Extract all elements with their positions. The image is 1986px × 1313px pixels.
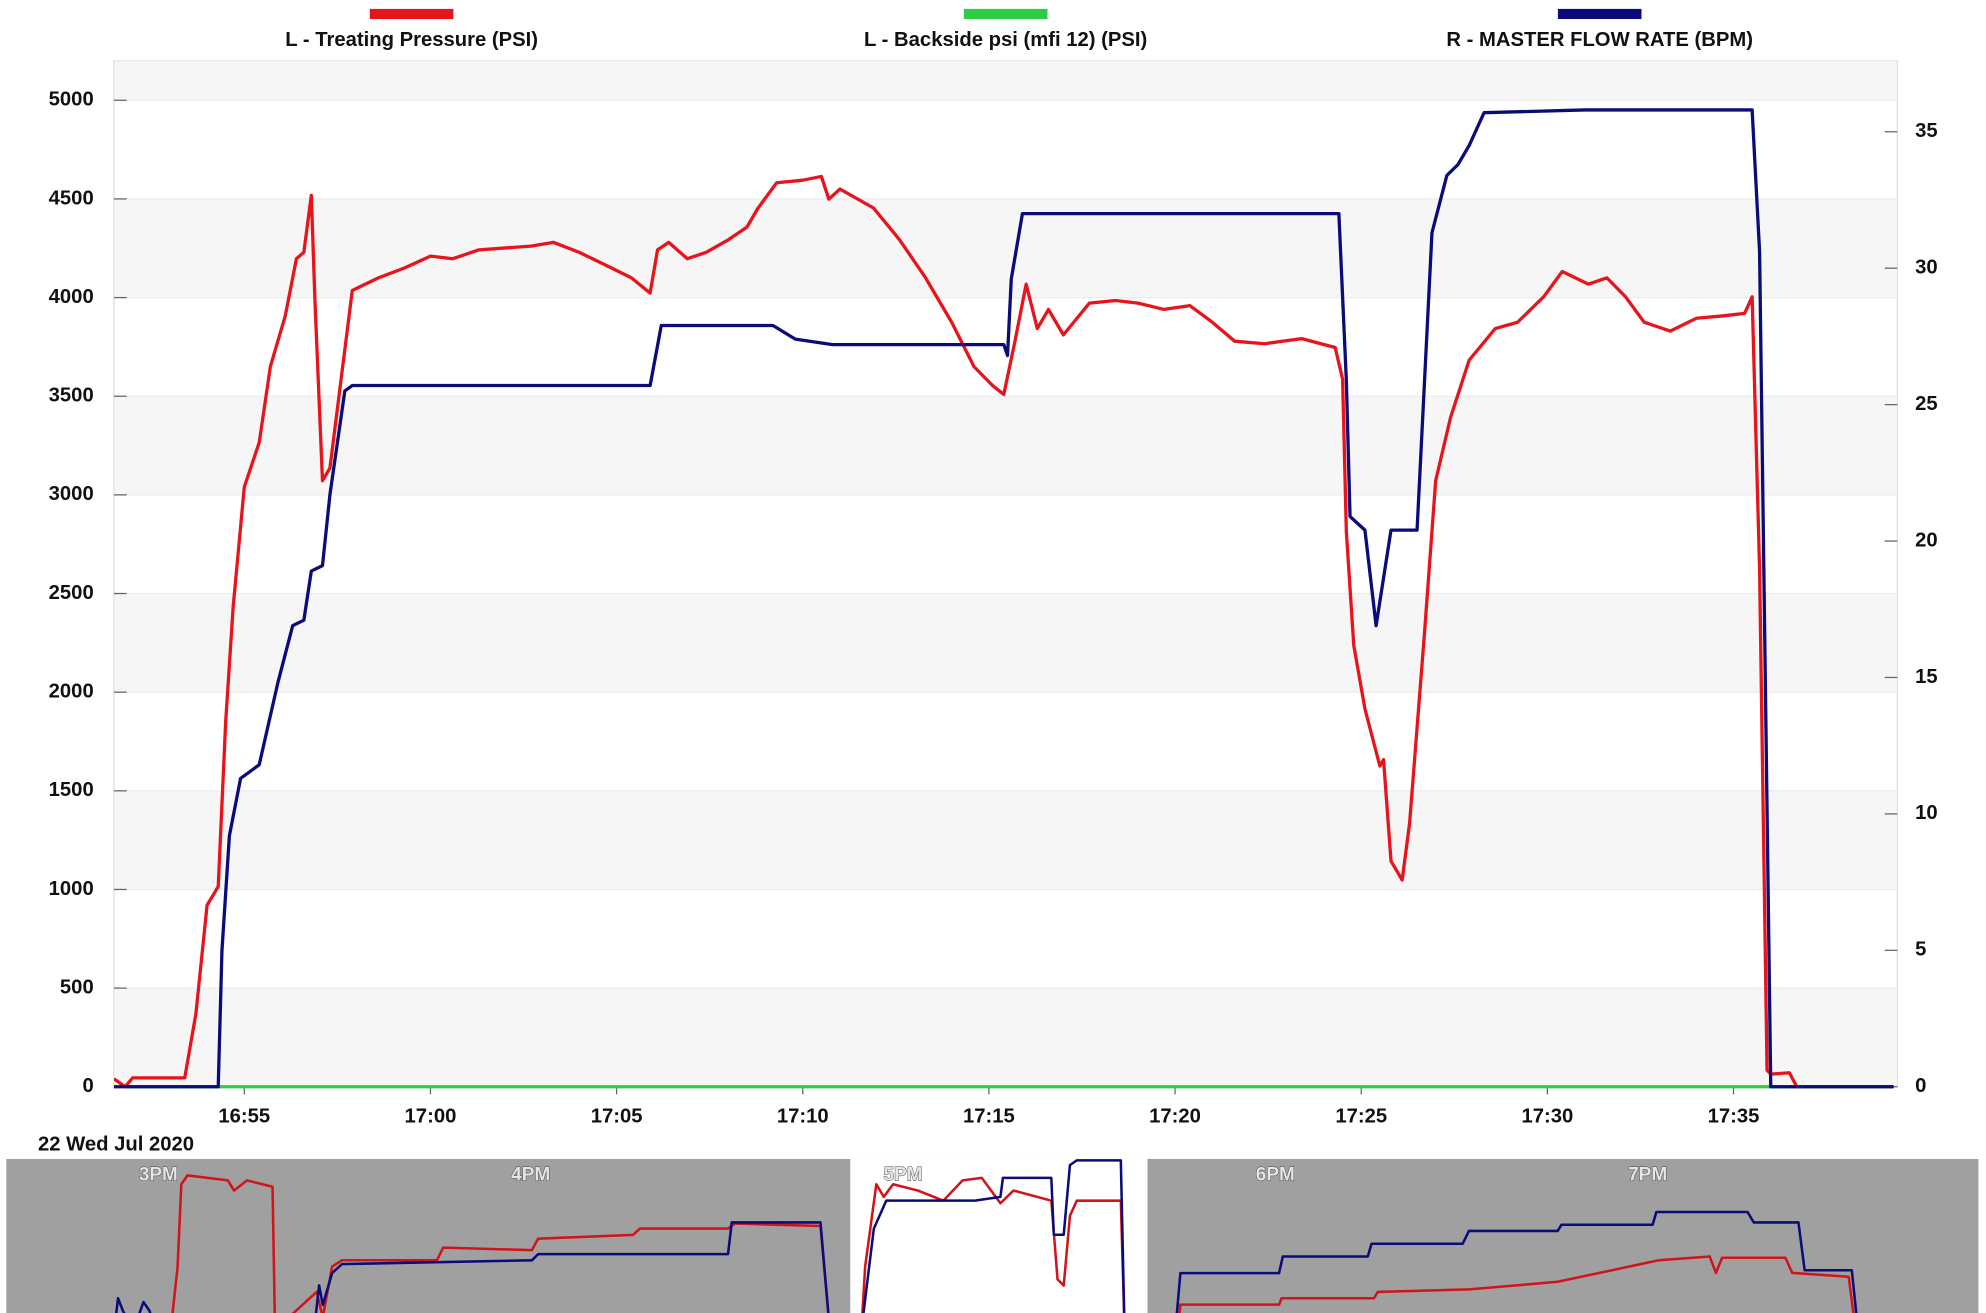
y-tick-label: 4500 (49, 187, 94, 209)
series-line (115, 1159, 1858, 1313)
x-tick-label: 17:10 (777, 1106, 829, 1128)
y-tick-label: 2000 (49, 681, 94, 703)
y2-tick-label: 5 (1915, 939, 1926, 961)
date-label: 22 Wed Jul 2020 (38, 1133, 194, 1155)
legend-swatch (369, 8, 454, 20)
series-line (113, 174, 1894, 1089)
y2-tick-label: 30 (1915, 257, 1938, 279)
grid-band (115, 988, 1897, 1087)
grid-band (115, 790, 1897, 890)
series-line (113, 108, 1894, 1089)
y-tick-label: 4000 (49, 286, 94, 308)
y2-tick-label: 35 (1915, 120, 1938, 142)
y-tick-label: 5000 (49, 89, 94, 111)
y2-tick-label: 20 (1915, 529, 1938, 551)
y-tick-label: 3000 (49, 483, 94, 505)
nav-tick-label: 7PM (1628, 1164, 1667, 1185)
x-tick-label: 17:15 (963, 1106, 1015, 1128)
y2-tick-label: 15 (1915, 666, 1938, 688)
y2-tick-label: 0 (1915, 1075, 1926, 1097)
x-tick-label: 17:25 (1335, 1106, 1387, 1128)
nav-tick-label: 4PM (511, 1164, 550, 1185)
x-tick-label: 17:05 (591, 1106, 643, 1128)
y-tick-label: 1000 (49, 878, 94, 900)
grid-band (115, 198, 1897, 298)
nav-tick-label: 3PM (139, 1164, 178, 1185)
y-tick-label: 0 (82, 1075, 93, 1097)
x-tick-label: 17:00 (405, 1106, 457, 1128)
legend-label: R - MASTER FLOW RATE (BPM) (1446, 29, 1753, 51)
y-tick-label: 2500 (49, 582, 94, 604)
legend-swatch (963, 8, 1048, 20)
grid-band (115, 60, 1897, 101)
grid-band (115, 593, 1897, 693)
x-tick-label: 17:30 (1521, 1106, 1573, 1128)
x-tick-label: 17:20 (1149, 1106, 1201, 1128)
y-tick-label: 1500 (49, 779, 94, 801)
grid-band (115, 396, 1897, 495)
y2-tick-label: 10 (1915, 802, 1938, 824)
legend-swatch (1557, 8, 1642, 20)
nav-tick-label: 6PM (1256, 1164, 1295, 1185)
y-tick-label: 3500 (49, 385, 94, 407)
y-tick-label: 500 (60, 976, 94, 998)
nav-tick-label: 5PM (883, 1164, 922, 1185)
y2-tick-label: 25 (1915, 393, 1938, 415)
x-tick-label: 16:55 (218, 1106, 270, 1128)
legend-label: L - Backside psi (mfi 12) (PSI) (864, 29, 1147, 51)
x-tick-label: 17:35 (1708, 1106, 1760, 1128)
legend-label: L - Treating Pressure (PSI) (285, 29, 538, 51)
